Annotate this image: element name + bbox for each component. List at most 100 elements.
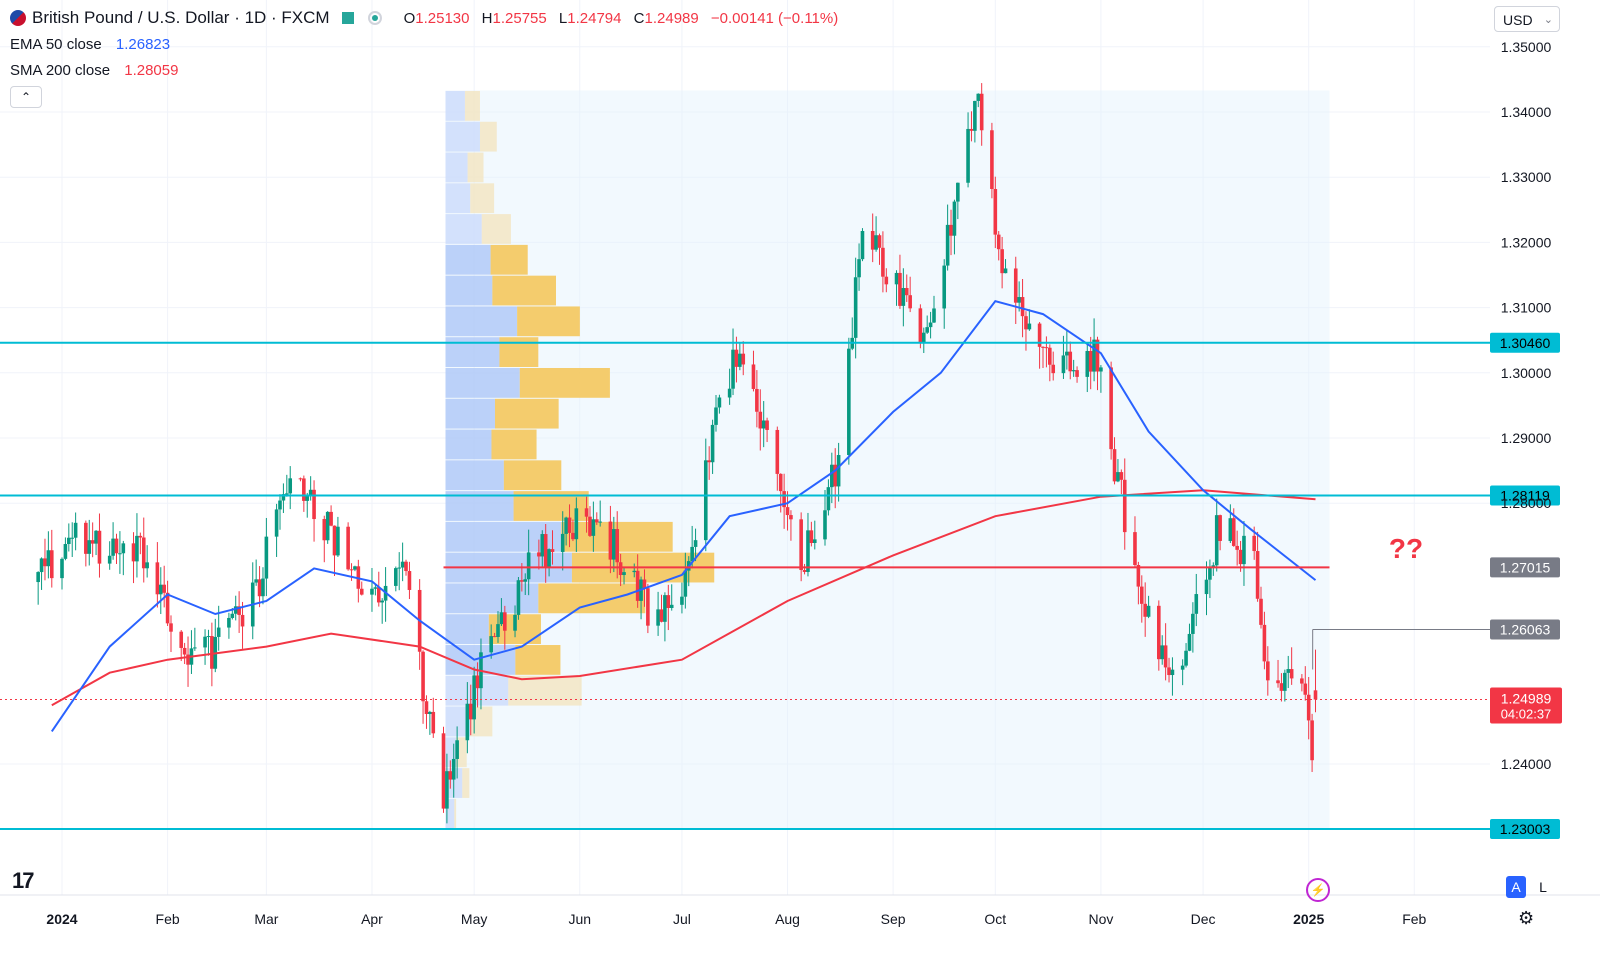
candle-down [802, 570, 807, 572]
candle-up [1283, 672, 1287, 691]
volume-profile-up-bar [445, 337, 500, 368]
current-price-label: 1.24989 [1501, 691, 1552, 707]
symbol-header: British Pound / U.S. Dollar · 1D · FXCM … [10, 8, 838, 28]
candle-down [1013, 268, 1018, 303]
x-axis-tick-label: 2024 [46, 911, 77, 927]
candle-down [775, 429, 780, 474]
volume-profile-down-bar [467, 152, 484, 183]
candle-up [499, 612, 504, 625]
volume-profile-down-bar [479, 121, 497, 152]
candle-up [925, 327, 929, 333]
candle-down [789, 515, 793, 520]
volume-profile-down-bar [454, 798, 457, 829]
candle-up [264, 536, 269, 579]
symbol-title[interactable]: British Pound / U.S. Dollar · 1D · FXCM [32, 8, 330, 27]
candle-down [1218, 515, 1222, 541]
candle-up [976, 93, 981, 101]
candle-up [455, 740, 459, 759]
candle-down [431, 711, 436, 734]
candle-down [550, 549, 555, 552]
candle-up [836, 455, 841, 487]
market-status-icon [341, 12, 354, 24]
volume-profile-down-bar [503, 460, 562, 491]
candle-down [186, 654, 190, 665]
sma-legend[interactable]: SMA 200 close 1.28059 [10, 62, 178, 79]
log-scale-button[interactable]: L [1539, 879, 1547, 895]
price-level-label: 1.23003 [1500, 821, 1551, 837]
collapse-legend-button[interactable]: ⌃ [10, 86, 42, 108]
x-axis-tick-label: 2025 [1293, 911, 1324, 927]
close-value: 1.24989 [644, 9, 699, 27]
candle-up [451, 758, 456, 780]
candle-down [240, 614, 245, 627]
volume-profile-up-bar [445, 152, 468, 183]
ema-legend[interactable]: EMA 50 close 1.26823 [10, 36, 170, 53]
candle-down [179, 631, 184, 648]
y-axis-tick-label: 1.24000 [1501, 756, 1552, 772]
x-axis-tick-label: Jul [673, 911, 691, 927]
volume-profile-down-bar [490, 244, 528, 275]
candle-up [203, 636, 207, 648]
candle-up [680, 596, 684, 605]
candle-up [966, 128, 970, 183]
currency-selector[interactable]: USD ⌄ [1494, 6, 1560, 32]
candle-down [1133, 532, 1137, 565]
volume-profile-up-bar [445, 244, 491, 275]
price-level-label-box [1490, 619, 1560, 640]
candle-down [1313, 690, 1318, 700]
candle-up [560, 533, 565, 552]
candle-up [285, 493, 289, 495]
tradingview-logo-icon[interactable]: 17 [12, 868, 35, 893]
candle-up [87, 540, 92, 554]
price-level-label: 1.28119 [1500, 487, 1550, 503]
price-level-label-box [1490, 819, 1560, 840]
volume-profile-up-bar [445, 583, 539, 614]
y-axis-tick-label: 1.34000 [1501, 104, 1552, 120]
candle-up [145, 562, 149, 569]
candle-down [503, 612, 507, 631]
candle-down [114, 538, 119, 554]
candle-down [97, 530, 102, 564]
candle-down [755, 388, 759, 412]
candle-down [1037, 323, 1042, 347]
candle-up [1146, 605, 1151, 617]
volume-profile-down-bar [495, 398, 559, 429]
candle-up [632, 570, 637, 573]
candle-up [308, 489, 313, 495]
lightning-icon[interactable]: ⚡ [1306, 878, 1330, 902]
candle-down [210, 636, 214, 669]
candle-up [1191, 613, 1195, 634]
candle-up [394, 568, 398, 586]
candle-down [131, 543, 136, 562]
volume-profile-down-bar [515, 645, 561, 675]
candle-down [1255, 551, 1260, 599]
candle-up [227, 617, 231, 628]
auto-scale-button[interactable]: A [1506, 876, 1526, 898]
candle-down [1051, 364, 1056, 374]
candle-down [141, 537, 146, 569]
candle-down [237, 606, 241, 615]
candle-down [1048, 347, 1052, 365]
price-level-label-box [1490, 557, 1560, 578]
candle-down [322, 519, 327, 541]
volume-profile-down-bar [481, 214, 511, 244]
candle-down [949, 224, 953, 236]
y-axis-tick-label: 1.33000 [1501, 169, 1552, 185]
candle-up [591, 519, 596, 536]
candle-down [1300, 678, 1304, 684]
low-value: 1.24794 [567, 9, 622, 27]
candle-up [397, 567, 402, 569]
candle-up [281, 494, 286, 501]
volume-profile-up-bar [445, 614, 489, 645]
candle-down [257, 579, 262, 597]
candle-up [860, 230, 865, 260]
candle-up [598, 521, 602, 523]
candle-down [765, 420, 769, 430]
question-annotation: ?? [1389, 533, 1423, 564]
x-axis-tick-label: Sep [881, 911, 906, 927]
volume-profile-up-bar [445, 183, 471, 214]
gear-icon[interactable]: ⚙ [1518, 908, 1535, 928]
candle-up [216, 627, 221, 637]
volume-profile-down-bar [517, 306, 580, 337]
